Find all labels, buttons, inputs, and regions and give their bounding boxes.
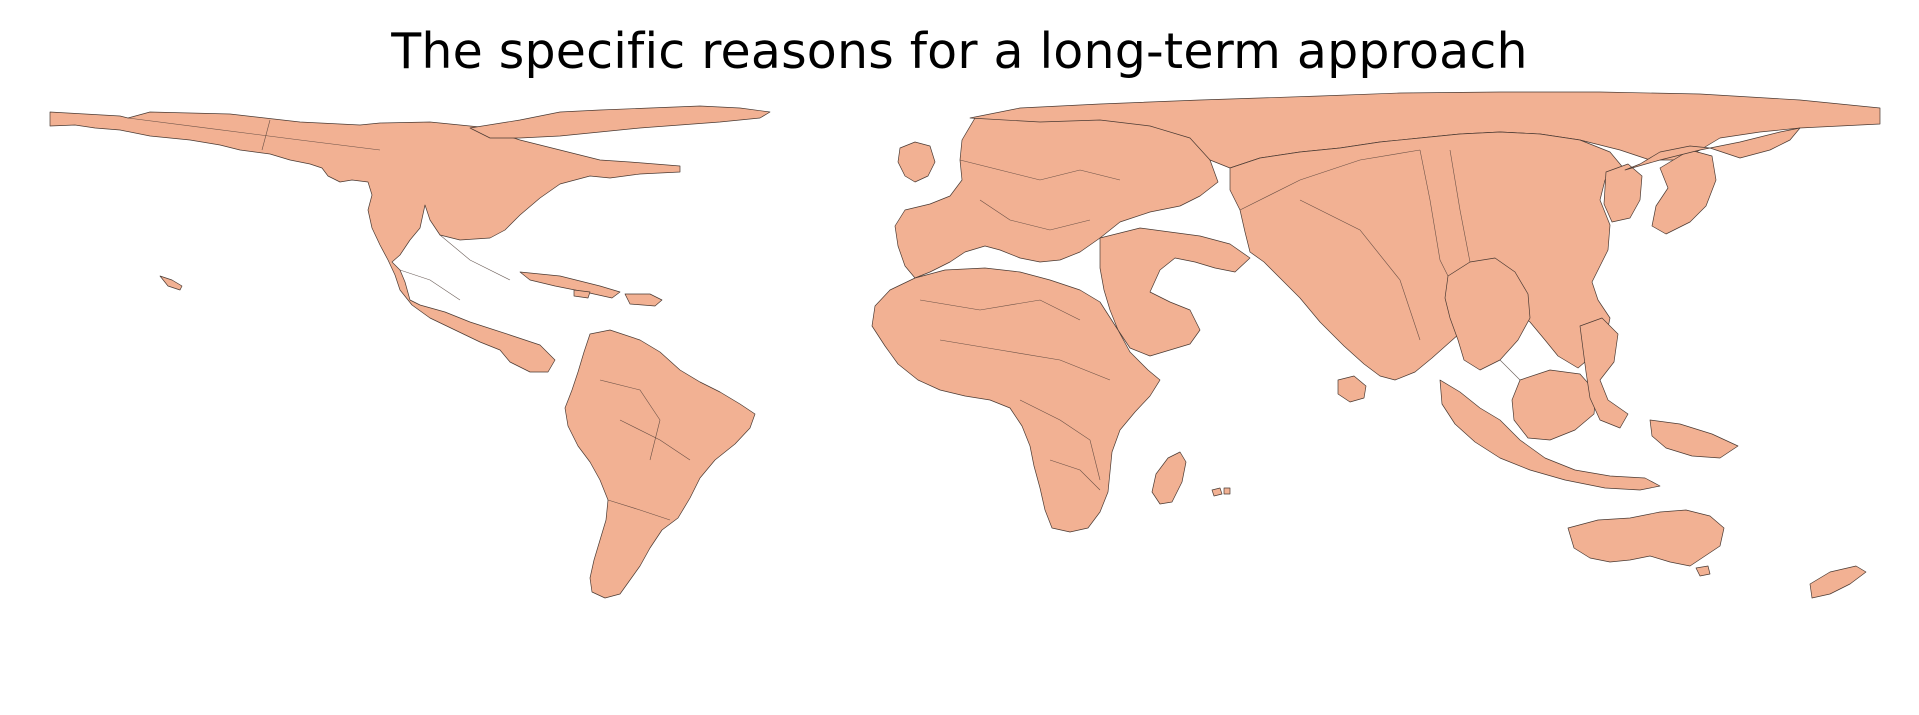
country-borders xyxy=(127,117,1521,521)
russia xyxy=(969,91,1881,169)
africa xyxy=(871,267,1161,533)
new-guinea xyxy=(1649,419,1739,459)
map-title: The specific reasons for a long-term app… xyxy=(391,23,1528,80)
sri-lanka xyxy=(1337,375,1367,403)
new-zealand xyxy=(1809,565,1867,599)
cuba xyxy=(519,271,621,299)
borneo xyxy=(1511,369,1597,441)
korea xyxy=(1603,163,1643,223)
land-masses xyxy=(49,91,1881,599)
japan xyxy=(1651,149,1717,235)
uk-ireland xyxy=(897,141,936,183)
puerto-rico xyxy=(573,289,591,299)
east-asia-coast xyxy=(1624,127,1801,171)
hispaniola xyxy=(624,293,663,307)
madagascar xyxy=(1151,451,1187,505)
sumatra-java xyxy=(1439,379,1661,491)
north-america xyxy=(49,111,681,373)
arctic-islands xyxy=(469,105,771,139)
mauritius xyxy=(1211,487,1223,497)
middle-east xyxy=(1099,227,1251,357)
australia xyxy=(1567,509,1725,567)
philippines-sulawesi xyxy=(1579,317,1629,429)
hawaii xyxy=(159,275,183,291)
reunion xyxy=(1223,487,1231,495)
south-america xyxy=(564,329,756,599)
tasmania xyxy=(1695,565,1711,577)
southeast-asia xyxy=(1444,257,1531,371)
south-and-east-asia xyxy=(1229,131,1626,381)
